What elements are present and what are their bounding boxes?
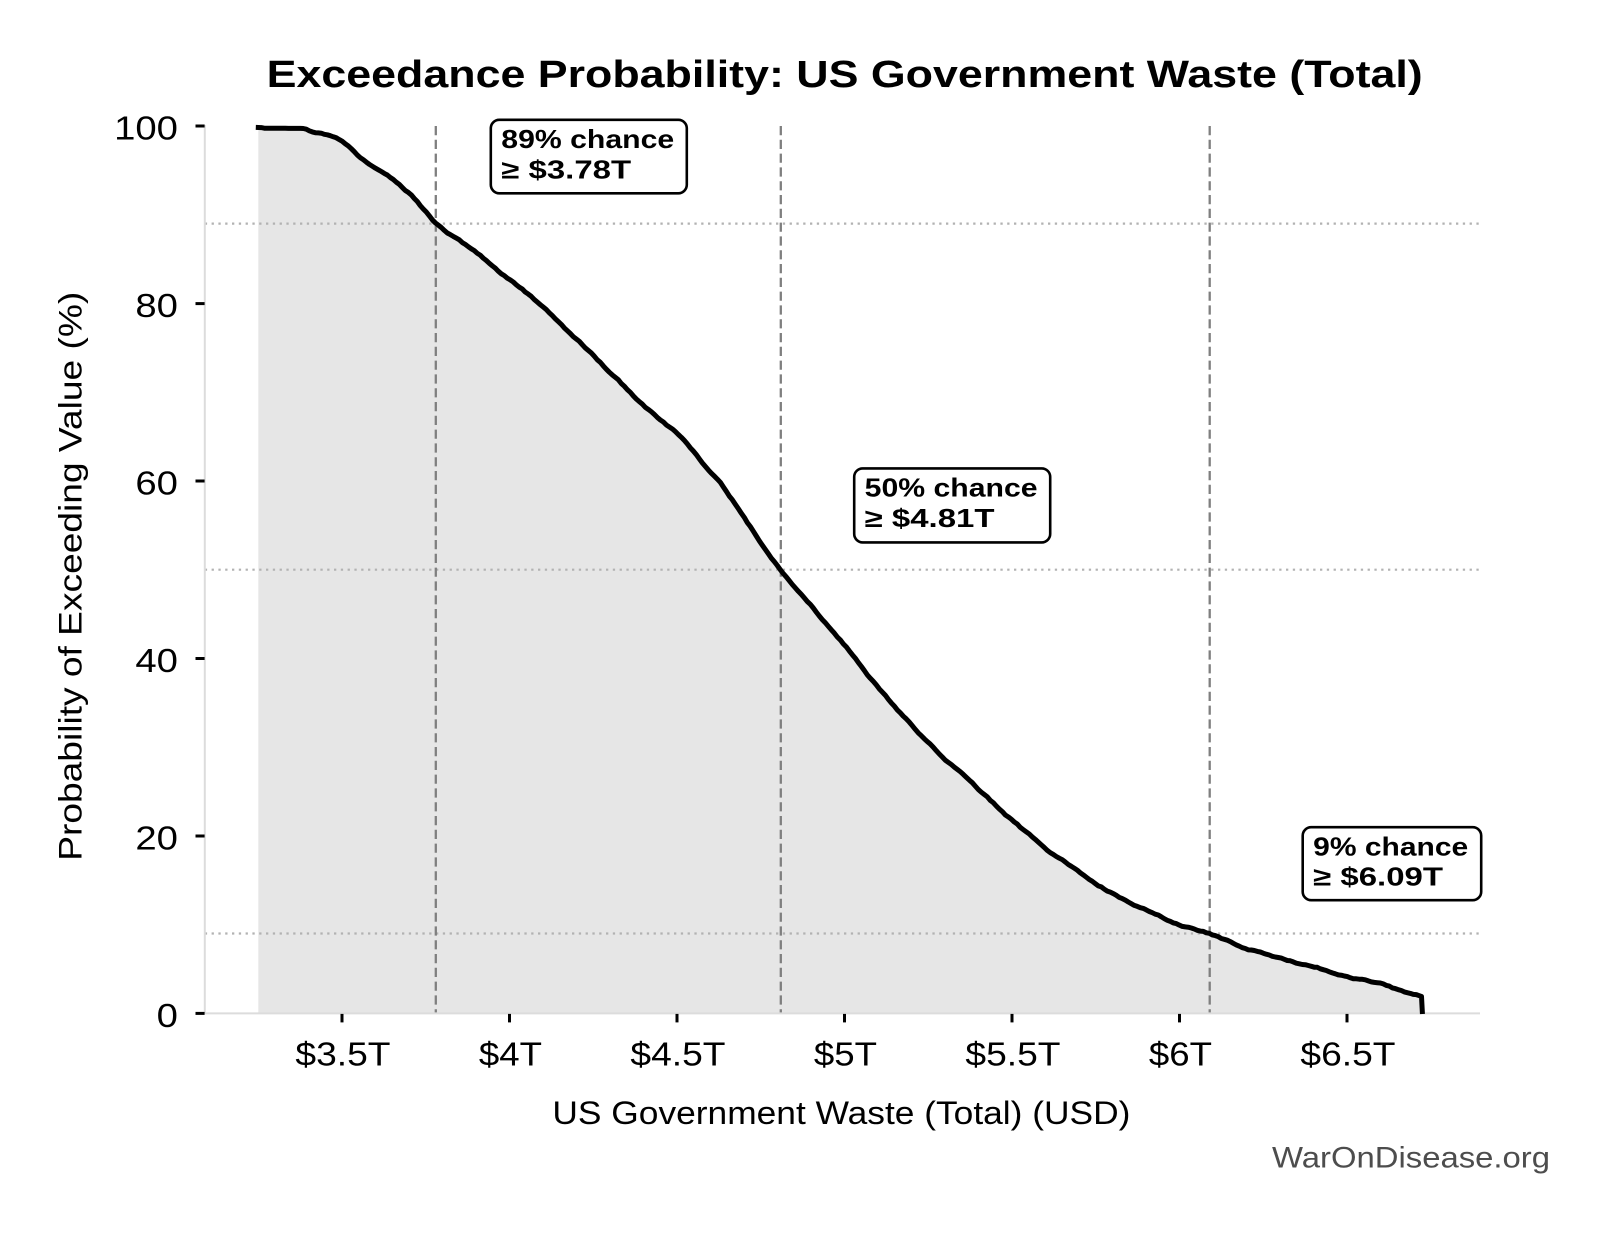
svg-text:$4T: $4T: [479, 1037, 542, 1074]
svg-text:Probability of Exceeding Value: Probability of Exceeding Value (%): [53, 292, 89, 861]
svg-text:$6T: $6T: [1149, 1037, 1212, 1074]
svg-text:60: 60: [135, 466, 178, 503]
svg-text:$6.5T: $6.5T: [1300, 1037, 1395, 1074]
svg-text:0: 0: [157, 998, 178, 1035]
svg-text:$4.5T: $4.5T: [630, 1037, 725, 1074]
svg-text:≥ $4.81T: ≥ $4.81T: [865, 505, 995, 533]
svg-text:100: 100: [114, 111, 178, 148]
svg-text:US Government Waste (Total) (U: US Government Waste (Total) (USD): [552, 1095, 1130, 1131]
svg-text:20: 20: [135, 821, 178, 858]
svg-text:50% chance: 50% chance: [865, 475, 1038, 503]
svg-text:80: 80: [135, 288, 178, 325]
svg-text:40: 40: [135, 643, 178, 680]
svg-text:≥ $3.78T: ≥ $3.78T: [501, 156, 631, 184]
svg-text:$3.5T: $3.5T: [295, 1037, 390, 1074]
svg-text:89% chance: 89% chance: [501, 126, 674, 154]
svg-text:WarOnDisease.org: WarOnDisease.org: [1272, 1142, 1550, 1175]
svg-text:$5T: $5T: [814, 1037, 877, 1074]
svg-text:9% chance: 9% chance: [1313, 833, 1468, 861]
svg-text:Exceedance Probability: US Gov: Exceedance Probability: US Government Wa…: [267, 54, 1423, 96]
svg-text:≥ $6.09T: ≥ $6.09T: [1313, 864, 1443, 892]
svg-text:$5.5T: $5.5T: [965, 1037, 1060, 1074]
